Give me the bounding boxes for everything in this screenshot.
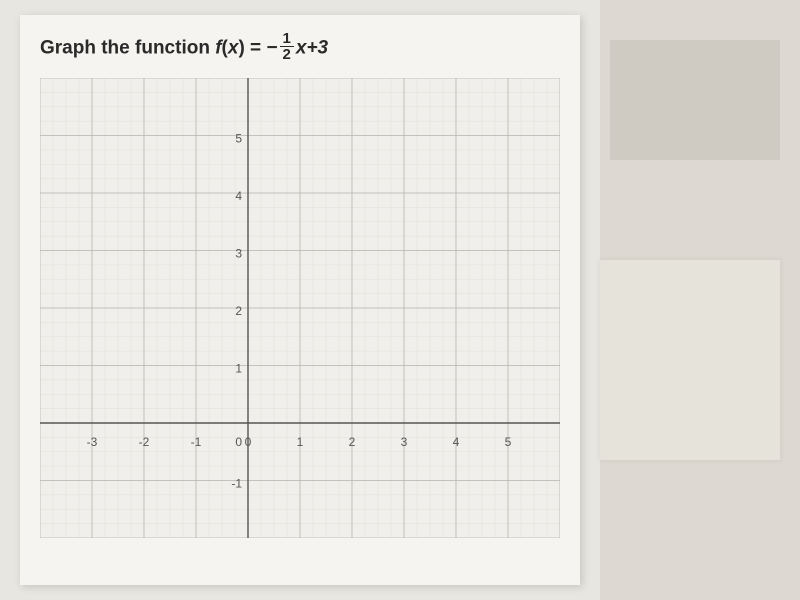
svg-text:0: 0 — [235, 435, 242, 449]
svg-text:0: 0 — [245, 435, 252, 449]
numerator: 1 — [280, 31, 294, 47]
tail-expression: x+3 — [296, 38, 328, 59]
grid-svg: -3 -2 -1 0 1 2 3 4 5 -1 1 2 3 4 5 0 — [40, 78, 560, 538]
svg-text:-3: -3 — [87, 435, 98, 449]
worksheet-page: Graph the function f(x) = −12x+3 -3-2-10… — [20, 15, 580, 585]
problem-statement: Graph the function f(x) = −12x+3 — [40, 33, 560, 64]
denominator: 2 — [280, 47, 294, 62]
svg-text:3: 3 — [235, 247, 242, 261]
svg-text:4: 4 — [453, 435, 460, 449]
background-papers — [600, 0, 800, 600]
svg-text:-1: -1 — [231, 477, 242, 491]
svg-text:1: 1 — [235, 362, 242, 376]
svg-text:-2: -2 — [139, 435, 150, 449]
svg-text:2: 2 — [349, 435, 356, 449]
title-prefix: Graph the function — [40, 38, 215, 59]
coordinate-grid: -3 -2 -1 0 1 2 3 4 5 -1 1 2 3 4 5 0 — [40, 78, 560, 558]
svg-text:-1: -1 — [191, 435, 202, 449]
svg-text:1: 1 — [297, 435, 304, 449]
svg-text:3: 3 — [401, 435, 408, 449]
negative-sign: − — [266, 38, 277, 59]
svg-text:2: 2 — [235, 304, 242, 318]
svg-text:5: 5 — [235, 132, 242, 146]
fraction: 12 — [280, 31, 294, 62]
svg-text:4: 4 — [235, 189, 242, 203]
argument: x — [228, 38, 239, 59]
equals-sign: = — [245, 38, 267, 59]
svg-text:5: 5 — [505, 435, 512, 449]
